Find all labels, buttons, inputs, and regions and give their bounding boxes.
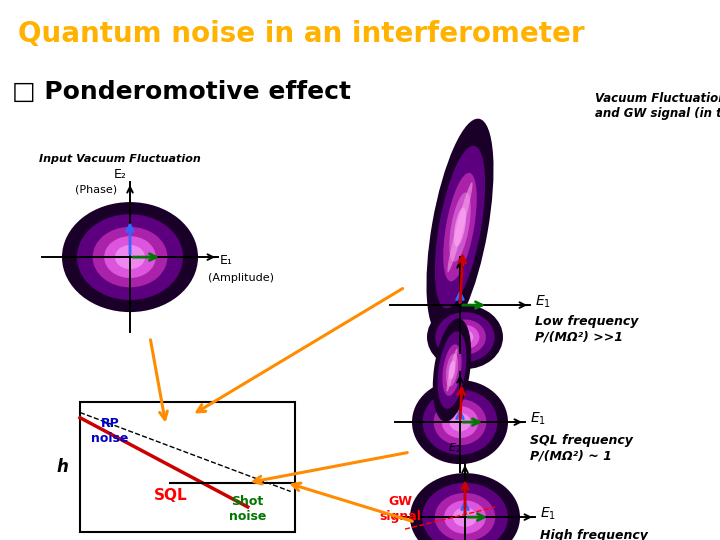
Text: □ Ponderomotive effect: □ Ponderomotive effect — [12, 80, 351, 104]
Ellipse shape — [115, 245, 145, 269]
Ellipse shape — [447, 182, 472, 272]
Text: Shot
noise: Shot noise — [229, 495, 266, 523]
Ellipse shape — [449, 413, 471, 431]
Ellipse shape — [427, 305, 503, 369]
Text: Quantum noise in an interferometer: Quantum noise in an interferometer — [18, 20, 585, 48]
Text: Vacuum Fluctuation
and GW signal (in the arm): Vacuum Fluctuation and GW signal (in the… — [595, 92, 720, 120]
Ellipse shape — [442, 406, 478, 438]
Ellipse shape — [442, 345, 462, 396]
Bar — [80, 402, 295, 532]
Text: (Phase): (Phase) — [75, 184, 117, 194]
Ellipse shape — [456, 330, 473, 344]
Ellipse shape — [77, 214, 183, 300]
Ellipse shape — [104, 236, 156, 278]
Text: RP
noise: RP noise — [91, 417, 129, 445]
Text: $E_1$: $E_1$ — [535, 294, 551, 310]
Ellipse shape — [433, 399, 487, 445]
Ellipse shape — [435, 493, 495, 540]
Ellipse shape — [444, 320, 486, 355]
Ellipse shape — [426, 119, 493, 335]
Text: Input Vacuum Fluctuation: Input Vacuum Fluctuation — [39, 154, 201, 164]
Ellipse shape — [93, 227, 167, 287]
Ellipse shape — [62, 202, 198, 312]
Text: E₁: E₁ — [220, 254, 233, 267]
Ellipse shape — [433, 319, 471, 422]
Ellipse shape — [423, 389, 498, 455]
Ellipse shape — [454, 207, 466, 247]
Text: (Amplitude): (Amplitude) — [208, 273, 274, 283]
Ellipse shape — [449, 192, 471, 262]
Ellipse shape — [436, 312, 495, 362]
Ellipse shape — [453, 508, 477, 527]
Text: Low frequency
P/(MΩ²) >>1: Low frequency P/(MΩ²) >>1 — [535, 315, 639, 343]
Ellipse shape — [444, 501, 486, 534]
Ellipse shape — [444, 173, 477, 281]
Ellipse shape — [446, 348, 457, 392]
Ellipse shape — [410, 473, 520, 540]
Ellipse shape — [435, 146, 485, 308]
Ellipse shape — [438, 332, 467, 409]
Text: SQL: SQL — [153, 488, 187, 503]
Text: E₂: E₂ — [114, 168, 127, 181]
Ellipse shape — [422, 483, 508, 540]
Ellipse shape — [446, 354, 458, 387]
Ellipse shape — [412, 380, 508, 464]
Text: $E_2$: $E_2$ — [449, 441, 462, 455]
Ellipse shape — [449, 361, 456, 380]
Text: SQL frequency
P/(MΩ²) ~ 1: SQL frequency P/(MΩ²) ~ 1 — [530, 434, 633, 462]
Text: GW
signal: GW signal — [379, 495, 421, 523]
Text: $E_1$: $E_1$ — [540, 506, 556, 522]
Text: h: h — [56, 458, 68, 476]
Text: $E_1$: $E_1$ — [530, 411, 546, 427]
Text: High frequency
P/(MΩ²) << 1: High frequency P/(MΩ²) << 1 — [540, 529, 648, 540]
Ellipse shape — [451, 325, 480, 349]
